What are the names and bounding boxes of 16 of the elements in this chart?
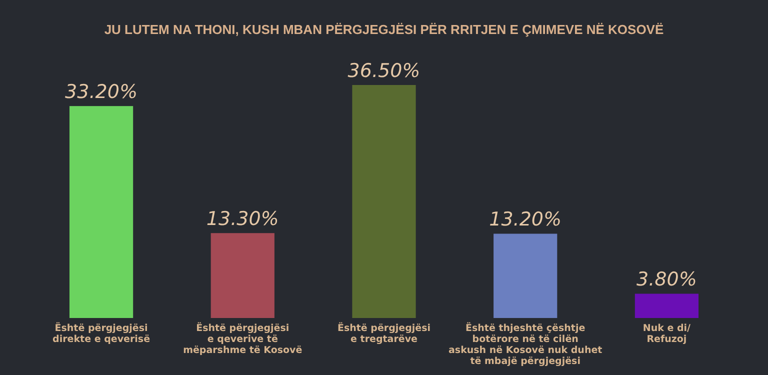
x-tick-label: Është përgjegjësi e tregtarëve — [337, 322, 431, 345]
bar — [494, 234, 558, 318]
data-label: 36.50% — [348, 60, 420, 82]
x-tick-label: Është përgjegjësi e qeverive të mëparshme të Kosovë — [183, 322, 302, 356]
bar — [69, 106, 134, 318]
bar — [634, 294, 699, 318]
x-tick-label: Është përgjegjësi direkte e qeverisë — [52, 322, 150, 345]
data-label: 3.80% — [636, 268, 697, 291]
data-label: 33.20% — [65, 81, 138, 104]
x-tick-label: Nuk e di/ Refuzoj — [642, 323, 692, 345]
bar — [210, 233, 274, 318]
data-label: 13.30% — [206, 208, 279, 230]
chart-title: JU LUTEM NA THONI, KUSH MBAN PËRGJEGJËSI PËR RRITJEN E ÇMIMEVE NË KOSOVË — [104, 22, 664, 37]
bar — [352, 85, 416, 318]
x-tick-label: Është thjeshtë çështje botërore në të cilën askush në Kosovë nuk duhet të mbajë përgjegjësi — [448, 322, 603, 367]
data-label: 13.20% — [489, 208, 562, 231]
